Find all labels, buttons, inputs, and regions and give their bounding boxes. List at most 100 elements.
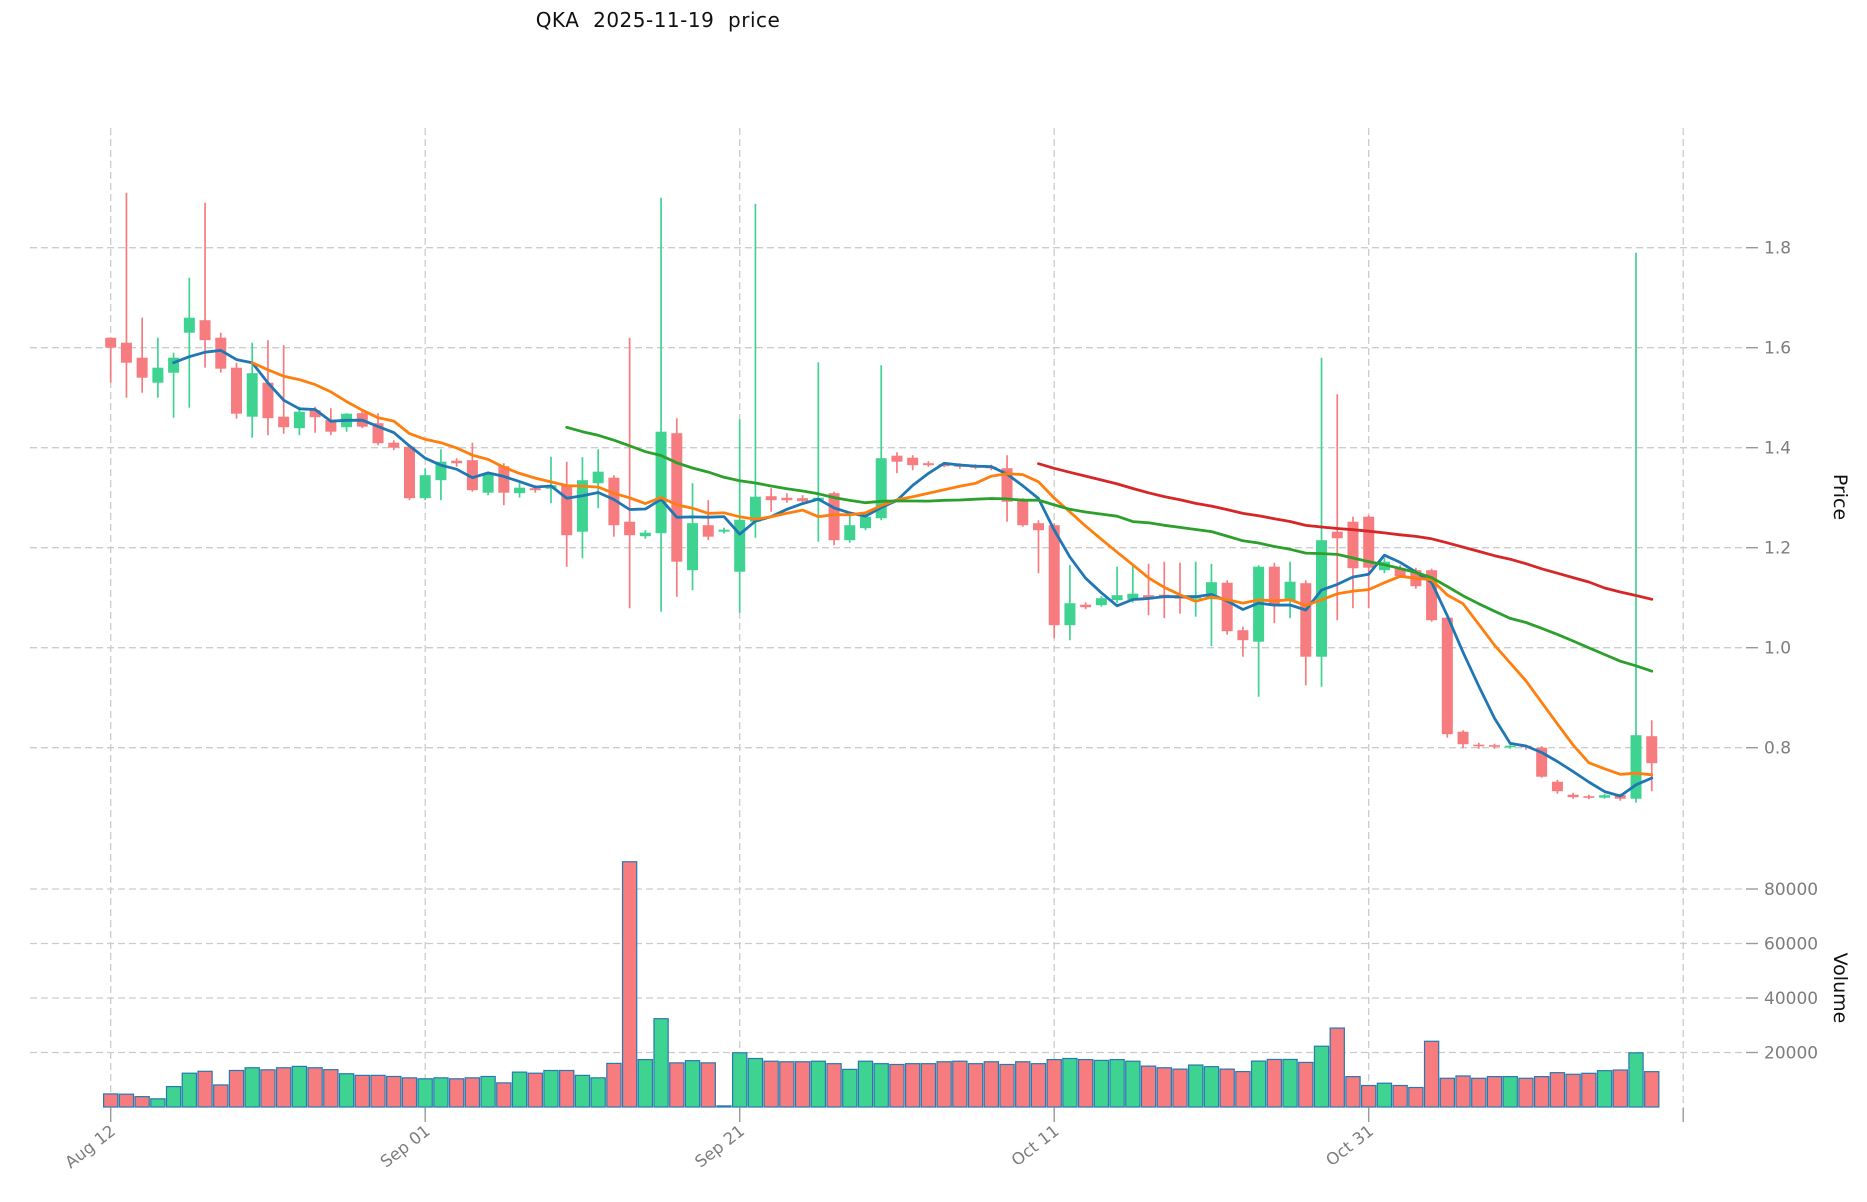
volume-bar bbox=[150, 1098, 166, 1108]
volume-bar bbox=[1612, 1069, 1628, 1108]
candle-body bbox=[592, 471, 604, 484]
volume-bar bbox=[731, 1052, 748, 1108]
volume-bar bbox=[1219, 1068, 1235, 1108]
price-tick-label: 0.8 bbox=[1764, 739, 1791, 759]
volume-bar bbox=[684, 1060, 701, 1108]
volume-bar bbox=[1376, 1082, 1393, 1108]
moving-average-lines bbox=[172, 348, 1654, 798]
candle-body bbox=[797, 498, 809, 502]
candle-body bbox=[1536, 747, 1548, 777]
volume-bar bbox=[543, 1069, 559, 1108]
volume-bar bbox=[1360, 1084, 1377, 1108]
volume-bar bbox=[386, 1075, 402, 1108]
volume-bar bbox=[1565, 1073, 1581, 1108]
volume-bar bbox=[1156, 1067, 1172, 1108]
volume-bar bbox=[1172, 1068, 1188, 1108]
candle-body bbox=[1489, 745, 1500, 747]
volume-bar bbox=[873, 1063, 889, 1108]
volume-bar bbox=[590, 1077, 606, 1108]
candle-body bbox=[702, 525, 714, 537]
volume-bar bbox=[637, 1058, 654, 1108]
candle-body bbox=[1473, 744, 1485, 747]
candle-body bbox=[844, 525, 856, 541]
volume-bar bbox=[1313, 1045, 1330, 1108]
volume-bar bbox=[244, 1067, 260, 1108]
candle-body bbox=[639, 532, 651, 537]
candle-body bbox=[435, 461, 447, 481]
candle-body bbox=[1504, 745, 1516, 748]
volume-bar bbox=[904, 1063, 921, 1108]
candle-body bbox=[749, 496, 761, 522]
volume-bar bbox=[810, 1060, 827, 1108]
volume-bar bbox=[448, 1078, 465, 1108]
price-tick-label: 1.8 bbox=[1764, 239, 1791, 259]
candle-body bbox=[891, 455, 903, 462]
price-axis-title: Price bbox=[1829, 473, 1851, 521]
candle-body bbox=[1457, 731, 1469, 745]
volume-tick-label: 20000 bbox=[1764, 1044, 1818, 1064]
volume-bars bbox=[102, 861, 1660, 1108]
volume-bar bbox=[1062, 1057, 1078, 1108]
candle-body bbox=[466, 460, 478, 491]
volume-bar bbox=[669, 1062, 685, 1108]
volume-bar bbox=[1109, 1058, 1125, 1108]
volume-bar bbox=[842, 1068, 858, 1108]
candle-body bbox=[1551, 781, 1563, 792]
candle-body bbox=[325, 420, 337, 432]
ma-line-ma30 bbox=[565, 425, 1654, 673]
candle-body bbox=[1001, 468, 1013, 502]
volume-bar bbox=[118, 1093, 135, 1108]
volume-tick-label: 60000 bbox=[1764, 935, 1818, 955]
candle-body bbox=[1111, 595, 1123, 601]
candle-body bbox=[828, 493, 840, 541]
volume-bar bbox=[889, 1063, 905, 1108]
volume-bar bbox=[1046, 1058, 1062, 1108]
volume-bar bbox=[857, 1060, 874, 1108]
candle-body bbox=[388, 442, 400, 448]
ma-line-ma60 bbox=[1037, 462, 1654, 601]
volume-bar bbox=[700, 1062, 716, 1108]
candle-body bbox=[120, 342, 132, 363]
volume-bar bbox=[323, 1069, 339, 1108]
candle-body bbox=[1394, 568, 1406, 577]
volume-bar bbox=[1329, 1027, 1345, 1108]
candle-body bbox=[1284, 581, 1296, 601]
price-axis-tick-labels: 1.8 1.6 1.4 1.2 1.0 0.8 bbox=[1746, 239, 1791, 759]
volume-bar bbox=[794, 1061, 811, 1108]
candle-body bbox=[687, 523, 699, 571]
volume-bar bbox=[1015, 1061, 1031, 1108]
volume-bar bbox=[433, 1077, 449, 1108]
price-tick-label: 1.4 bbox=[1764, 439, 1791, 459]
candle-body bbox=[482, 474, 494, 493]
volume-bar bbox=[983, 1061, 1000, 1108]
chart-title: QKA 2025-11-19 price bbox=[535, 8, 781, 32]
candle-body bbox=[419, 475, 431, 499]
candle-body bbox=[624, 521, 636, 536]
volume-bar bbox=[354, 1074, 371, 1108]
volume-bar bbox=[1125, 1060, 1141, 1108]
candle-body bbox=[1127, 593, 1139, 600]
volume-bar bbox=[1203, 1066, 1220, 1108]
candle-body bbox=[168, 357, 180, 373]
volume-bar bbox=[165, 1085, 182, 1108]
candle-body bbox=[1630, 735, 1642, 799]
candle-body bbox=[1646, 736, 1658, 764]
candle-body bbox=[576, 480, 588, 532]
candle-body bbox=[278, 416, 290, 428]
volume-bar bbox=[747, 1057, 764, 1108]
volume-axis-title: Volume bbox=[1829, 952, 1851, 1024]
volume-bar bbox=[1502, 1076, 1518, 1108]
x-tick-label: Sep 21 bbox=[691, 1121, 748, 1171]
candle-body bbox=[1567, 794, 1579, 798]
volume-bar bbox=[260, 1069, 276, 1108]
volume-bar bbox=[1093, 1059, 1110, 1108]
volume-bar bbox=[370, 1074, 386, 1108]
ma-line-ma5 bbox=[172, 348, 1654, 798]
candle-body bbox=[183, 317, 195, 333]
volume-bar bbox=[1486, 1076, 1503, 1108]
volume-bar bbox=[1282, 1058, 1298, 1108]
candle-body bbox=[529, 488, 541, 491]
candle-body bbox=[199, 320, 211, 341]
